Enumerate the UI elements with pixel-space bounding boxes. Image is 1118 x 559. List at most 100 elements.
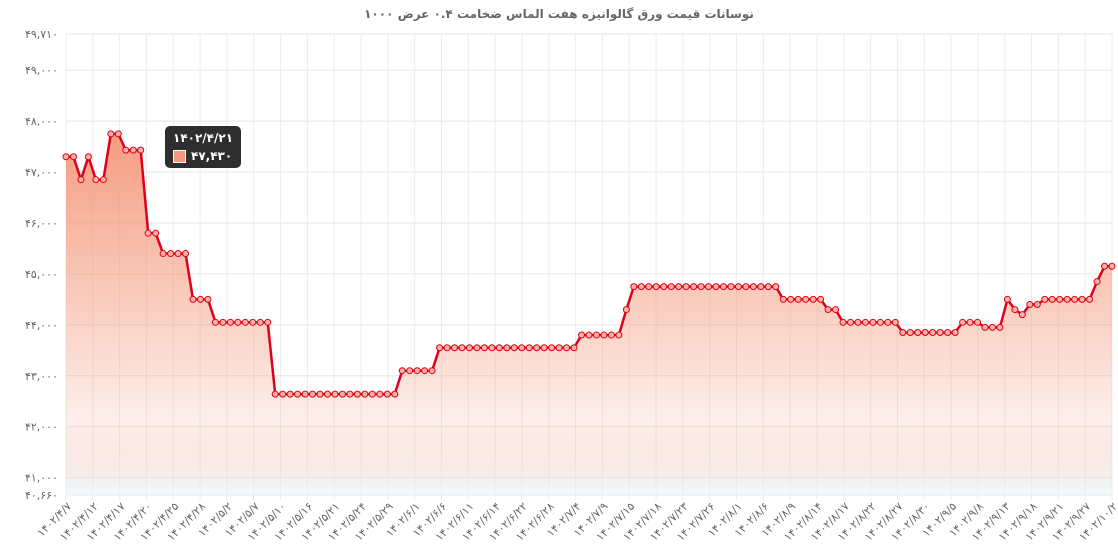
data-point[interactable] bbox=[787, 295, 795, 303]
data-point[interactable] bbox=[585, 331, 593, 339]
data-point[interactable] bbox=[510, 344, 518, 352]
data-point[interactable] bbox=[540, 344, 548, 352]
data-point[interactable] bbox=[675, 283, 683, 291]
data-point[interactable] bbox=[473, 344, 481, 352]
data-point[interactable] bbox=[734, 283, 742, 291]
data-point[interactable] bbox=[331, 390, 339, 398]
data-point[interactable] bbox=[421, 367, 429, 375]
data-point[interactable] bbox=[727, 283, 735, 291]
data-point[interactable] bbox=[182, 250, 190, 258]
data-point[interactable] bbox=[368, 390, 376, 398]
data-point[interactable] bbox=[622, 306, 630, 314]
data-point[interactable] bbox=[525, 344, 533, 352]
data-point[interactable] bbox=[480, 344, 488, 352]
data-point[interactable] bbox=[264, 318, 272, 326]
data-point[interactable] bbox=[406, 367, 414, 375]
data-point[interactable] bbox=[62, 153, 70, 161]
data-point[interactable] bbox=[779, 295, 787, 303]
data-point[interactable] bbox=[458, 344, 466, 352]
data-point[interactable] bbox=[1071, 295, 1079, 303]
data-point[interactable] bbox=[167, 250, 175, 258]
data-point[interactable] bbox=[869, 318, 877, 326]
data-point[interactable] bbox=[488, 344, 496, 352]
data-point[interactable] bbox=[817, 295, 825, 303]
data-point[interactable] bbox=[1033, 300, 1041, 308]
data-point[interactable] bbox=[271, 390, 279, 398]
data-point[interactable] bbox=[107, 130, 115, 138]
data-point[interactable] bbox=[988, 323, 996, 331]
data-point[interactable] bbox=[802, 295, 810, 303]
data-point[interactable] bbox=[129, 146, 137, 154]
data-point[interactable] bbox=[742, 283, 750, 291]
data-point[interactable] bbox=[353, 390, 361, 398]
data-point[interactable] bbox=[1011, 306, 1019, 314]
data-point[interactable] bbox=[682, 283, 690, 291]
data-point[interactable] bbox=[854, 318, 862, 326]
data-point[interactable] bbox=[645, 283, 653, 291]
data-point[interactable] bbox=[346, 390, 354, 398]
data-point[interactable] bbox=[376, 390, 384, 398]
data-point[interactable] bbox=[936, 329, 944, 337]
data-point[interactable] bbox=[465, 344, 473, 352]
data-point[interactable] bbox=[92, 176, 100, 184]
data-point[interactable] bbox=[607, 331, 615, 339]
data-point[interactable] bbox=[719, 283, 727, 291]
data-point[interactable] bbox=[914, 329, 922, 337]
data-point[interactable] bbox=[1086, 295, 1094, 303]
data-point[interactable] bbox=[1108, 262, 1116, 270]
data-point[interactable] bbox=[652, 283, 660, 291]
data-point[interactable] bbox=[929, 329, 937, 337]
data-point[interactable] bbox=[630, 283, 638, 291]
data-point[interactable] bbox=[906, 329, 914, 337]
data-point[interactable] bbox=[996, 323, 1004, 331]
data-point[interactable] bbox=[615, 331, 623, 339]
data-point[interactable] bbox=[279, 390, 287, 398]
data-point[interactable] bbox=[832, 306, 840, 314]
data-point[interactable] bbox=[443, 344, 451, 352]
data-point[interactable] bbox=[249, 318, 257, 326]
data-point[interactable] bbox=[981, 323, 989, 331]
data-point[interactable] bbox=[533, 344, 541, 352]
data-point[interactable] bbox=[144, 229, 152, 237]
data-point[interactable] bbox=[241, 318, 249, 326]
data-point[interactable] bbox=[518, 344, 526, 352]
data-point[interactable] bbox=[69, 153, 77, 161]
data-point[interactable] bbox=[563, 344, 571, 352]
data-point[interactable] bbox=[316, 390, 324, 398]
data-point[interactable] bbox=[974, 318, 982, 326]
data-point[interactable] bbox=[959, 318, 967, 326]
data-point[interactable] bbox=[1041, 295, 1049, 303]
data-point[interactable] bbox=[503, 344, 511, 352]
data-point[interactable] bbox=[578, 331, 586, 339]
data-point[interactable] bbox=[794, 295, 802, 303]
data-point[interactable] bbox=[772, 283, 780, 291]
data-point[interactable] bbox=[286, 390, 294, 398]
data-point[interactable] bbox=[219, 318, 227, 326]
data-point[interactable] bbox=[189, 295, 197, 303]
data-point[interactable] bbox=[876, 318, 884, 326]
data-point[interactable] bbox=[114, 130, 122, 138]
data-point[interactable] bbox=[398, 367, 406, 375]
data-point[interactable] bbox=[174, 250, 182, 258]
data-point[interactable] bbox=[555, 344, 563, 352]
data-point[interactable] bbox=[712, 283, 720, 291]
data-point[interactable] bbox=[891, 318, 899, 326]
data-point[interactable] bbox=[884, 318, 892, 326]
data-point[interactable] bbox=[667, 283, 675, 291]
data-point[interactable] bbox=[592, 331, 600, 339]
data-point[interactable] bbox=[226, 318, 234, 326]
data-point[interactable] bbox=[301, 390, 309, 398]
data-point[interactable] bbox=[570, 344, 578, 352]
data-point[interactable] bbox=[122, 146, 130, 154]
data-point[interactable] bbox=[84, 153, 92, 161]
data-point[interactable] bbox=[1003, 295, 1011, 303]
data-point[interactable] bbox=[383, 390, 391, 398]
data-point[interactable] bbox=[204, 295, 212, 303]
data-point[interactable] bbox=[196, 295, 204, 303]
data-point[interactable] bbox=[764, 283, 772, 291]
data-point[interactable] bbox=[757, 283, 765, 291]
data-point[interactable] bbox=[839, 318, 847, 326]
data-point[interactable] bbox=[99, 176, 107, 184]
data-point[interactable] bbox=[921, 329, 929, 337]
data-point[interactable] bbox=[1063, 295, 1071, 303]
